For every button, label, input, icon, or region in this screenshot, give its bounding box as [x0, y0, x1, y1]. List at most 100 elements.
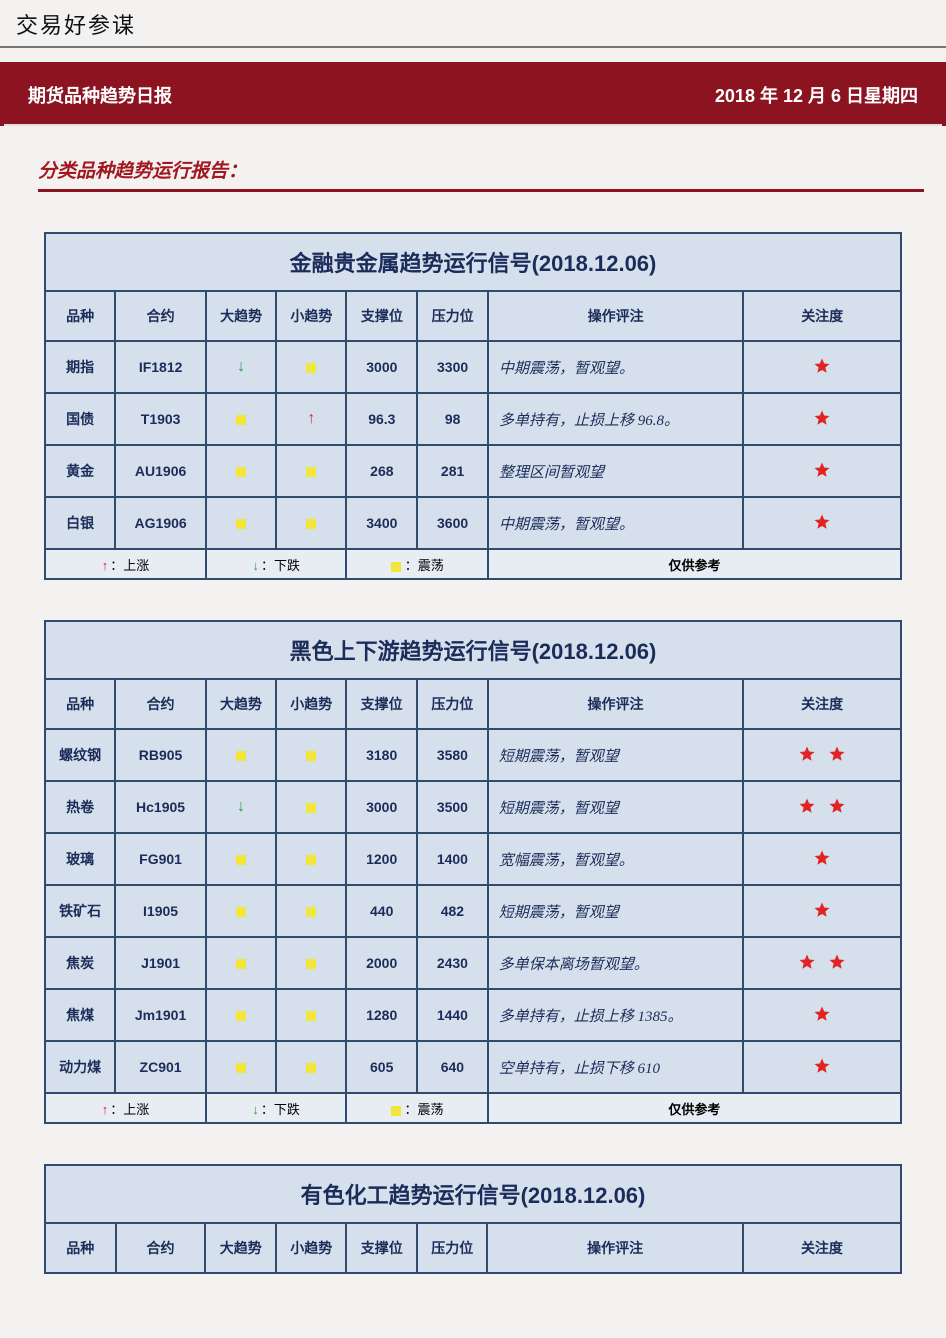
- cell-resist: 482: [418, 886, 487, 936]
- column-header: 压力位: [418, 1224, 487, 1272]
- legend-flat: ：震荡: [347, 550, 487, 578]
- table-row: 国债T1903↑96.398多单持有，止损上移 96.8。: [46, 394, 900, 444]
- flat-icon: [306, 519, 316, 529]
- column-header: 大趋势: [207, 680, 275, 728]
- legend-row: ↑：上涨↓：下跌：震荡仅供参考: [46, 550, 900, 578]
- table-row: 焦煤Jm190112801440多单持有，止损上移 1385。: [46, 990, 900, 1040]
- cell-support: 605: [347, 1042, 416, 1092]
- cell-resist: 3580: [418, 730, 487, 780]
- flat-icon: [306, 1011, 316, 1021]
- flat-icon: [236, 1063, 246, 1073]
- flat-icon: [306, 751, 316, 761]
- column-header: 支撑位: [347, 1224, 416, 1272]
- flat-icon: [236, 1011, 246, 1021]
- cell-resist: 1440: [418, 990, 487, 1040]
- flat-icon: [306, 1063, 316, 1073]
- flat-icon: [236, 467, 246, 477]
- cell-big-trend: [207, 938, 275, 988]
- legend-note: 仅供参考: [489, 550, 900, 578]
- flat-icon: [306, 467, 316, 477]
- cell-attention: [744, 342, 900, 392]
- column-header: 操作评注: [489, 292, 742, 340]
- cell-code: T1903: [116, 394, 205, 444]
- cell-comment: 多单持有，止损上移 1385。: [489, 990, 742, 1040]
- cell-comment: 中期震荡，暂观望。: [489, 498, 742, 548]
- signal-table-wrap: 黑色上下游趋势运行信号(2018.12.06)品种合约大趋势小趋势支撑位压力位操…: [44, 620, 902, 1124]
- banner-date: 2018 年 12 月 6 日星期四: [715, 82, 918, 108]
- cell-name: 国债: [46, 394, 114, 444]
- cell-comment: 多单持有，止损上移 96.8。: [489, 394, 742, 444]
- column-header: 关注度: [744, 292, 900, 340]
- cell-small-trend: [277, 834, 345, 884]
- table-row: 黄金AU1906268281整理区间暂观望: [46, 446, 900, 496]
- cell-code: Hc1905: [116, 782, 205, 832]
- cell-attention: [744, 990, 900, 1040]
- cell-attention: [744, 446, 900, 496]
- arrow-down-icon: ↓: [237, 358, 245, 375]
- column-header: 大趋势: [207, 292, 275, 340]
- table-row: 热卷Hc1905↓30003500短期震荡，暂观望: [46, 782, 900, 832]
- column-header: 小趋势: [277, 1224, 346, 1272]
- cell-big-trend: ↓: [207, 342, 275, 392]
- cell-support: 3000: [347, 342, 416, 392]
- banner-title: 期货品种趋势日报: [28, 82, 172, 108]
- cell-support: 3180: [347, 730, 416, 780]
- cell-small-trend: ↑: [277, 394, 345, 444]
- table-title-row: 金融贵金属趋势运行信号(2018.12.06): [46, 234, 900, 290]
- star-icon: [813, 461, 831, 479]
- cell-code: Jm1901: [116, 990, 205, 1040]
- section-underline: [38, 189, 924, 192]
- column-header: 关注度: [744, 680, 900, 728]
- cell-support: 1200: [347, 834, 416, 884]
- legend-row: ↑：上涨↓：下跌：震荡仅供参考: [46, 1094, 900, 1122]
- signal-table-wrap: 有色化工趋势运行信号(2018.12.06)品种合约大趋势小趋势支撑位压力位操作…: [44, 1164, 902, 1274]
- cell-code: IF1812: [116, 342, 205, 392]
- table-row: 焦炭J190120002430多单保本离场暂观望。: [46, 938, 900, 988]
- flat-icon: [236, 415, 246, 425]
- table-row: 动力煤ZC901605640空单持有，止损下移 610: [46, 1042, 900, 1092]
- cell-name: 白银: [46, 498, 114, 548]
- cell-small-trend: [277, 886, 345, 936]
- column-header: 品种: [46, 1224, 115, 1272]
- table-row: 铁矿石I1905440482短期震荡，暂观望: [46, 886, 900, 936]
- flat-icon: [306, 363, 316, 373]
- legend-up: ↑：上涨: [46, 550, 205, 578]
- arrow-down-icon: ↓: [237, 798, 245, 815]
- cell-resist: 3600: [418, 498, 487, 548]
- cell-big-trend: [207, 1042, 275, 1092]
- column-header: 支撑位: [347, 680, 416, 728]
- cell-support: 3000: [347, 782, 416, 832]
- cell-support: 96.3: [347, 394, 416, 444]
- cell-code: RB905: [116, 730, 205, 780]
- cell-big-trend: [207, 834, 275, 884]
- cell-big-trend: [207, 990, 275, 1040]
- cell-attention: [744, 886, 900, 936]
- column-header: 品种: [46, 292, 114, 340]
- cell-name: 铁矿石: [46, 886, 114, 936]
- cell-comment: 宽幅震荡，暂观望。: [489, 834, 742, 884]
- flat-icon: [306, 803, 316, 813]
- flat-icon: [236, 519, 246, 529]
- cell-big-trend: [207, 446, 275, 496]
- cell-support: 2000: [347, 938, 416, 988]
- table-title: 金融贵金属趋势运行信号(2018.12.06): [46, 234, 900, 290]
- cell-code: AG1906: [116, 498, 205, 548]
- table-row: 玻璃FG90112001400宽幅震荡，暂观望。: [46, 834, 900, 884]
- legend-down: ↓：下跌: [207, 550, 345, 578]
- cell-comment: 短期震荡，暂观望: [489, 730, 742, 780]
- cell-small-trend: [277, 990, 345, 1040]
- cell-comment: 空单持有，止损下移 610: [489, 1042, 742, 1092]
- column-header: 支撑位: [347, 292, 416, 340]
- signal-table-wrap: 金融贵金属趋势运行信号(2018.12.06)品种合约大趋势小趋势支撑位压力位操…: [44, 232, 902, 580]
- star-icon: [798, 797, 816, 815]
- cell-name: 热卷: [46, 782, 114, 832]
- column-header: 大趋势: [206, 1224, 275, 1272]
- flat-icon: [236, 907, 246, 917]
- report-banner: 期货品种趋势日报 2018 年 12 月 6 日星期四: [0, 62, 946, 126]
- column-header: 品种: [46, 680, 114, 728]
- column-header: 合约: [116, 680, 205, 728]
- column-header: 小趋势: [277, 680, 345, 728]
- cell-comment: 多单保本离场暂观望。: [489, 938, 742, 988]
- cell-name: 螺纹钢: [46, 730, 114, 780]
- cell-attention: [744, 938, 900, 988]
